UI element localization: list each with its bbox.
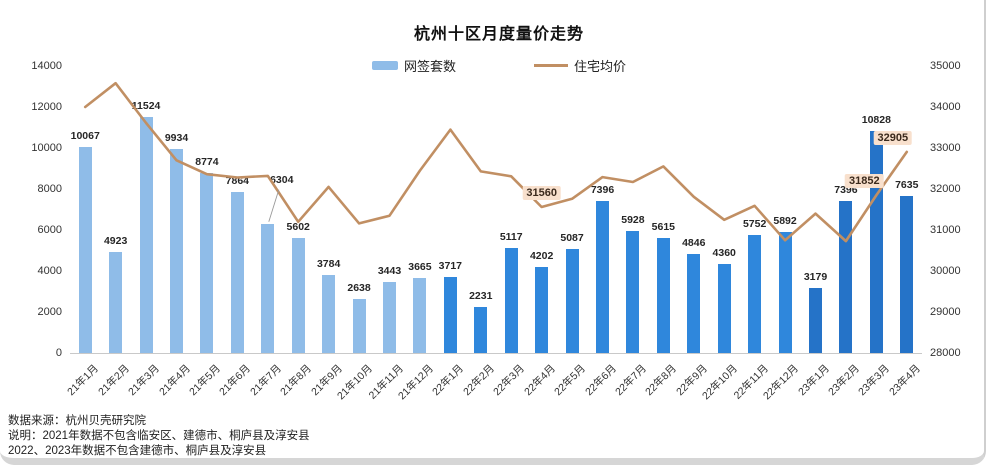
legend-line-label: 住宅均价: [574, 59, 627, 74]
y-axis-right-tick-label: 28000: [930, 347, 961, 359]
price-line-layer: [83, 81, 909, 243]
y-axis-left-tick-label: 10000: [31, 142, 62, 154]
callout-leader-line: [268, 189, 280, 222]
bar: [383, 282, 396, 353]
bar-value-label: 8774: [195, 156, 219, 169]
legend-line-swatch-icon: [534, 64, 568, 67]
bar-value-label: 3665: [408, 260, 432, 273]
bar: [748, 235, 762, 353]
bar: [170, 149, 183, 353]
bar-value-label: 5615: [651, 220, 676, 233]
bar: [687, 253, 701, 353]
bar-value-label: 5117: [499, 231, 523, 244]
bar: [474, 307, 488, 353]
bar-value-label: 5928: [621, 214, 645, 227]
bar-value-label: 4923: [103, 235, 128, 248]
bar-value-label: 7396: [590, 184, 615, 197]
bar: [717, 263, 731, 353]
bar: [626, 231, 640, 353]
x-axis-line: [70, 353, 922, 354]
bar-value-label: 6304: [270, 173, 294, 186]
bar-value-label: 11524: [131, 99, 161, 112]
bar-value-label: 5892: [773, 215, 797, 228]
line-point-label: 31560: [522, 186, 561, 201]
line-point-label: 31852: [845, 174, 884, 189]
y-axis-right-tick-label: 29000: [930, 306, 961, 318]
bar-value-label: 5752: [742, 218, 767, 231]
bar: [504, 248, 518, 353]
y-axis-left-tick-label: 8000: [37, 183, 62, 195]
bar-value-label: 4360: [712, 246, 736, 259]
bar-value-label: 9934: [164, 132, 189, 145]
bar: [535, 266, 549, 353]
bar: [352, 298, 366, 353]
bar-value-label: 3717: [438, 259, 463, 272]
price-line: [83, 81, 909, 243]
y-axis-left-tick-label: 12000: [31, 101, 62, 113]
bar-value-label: 10067: [70, 129, 100, 142]
legend-item-bars: 网签套数: [371, 56, 456, 75]
bar: [291, 238, 305, 353]
bar-value-label: 10828: [861, 114, 891, 127]
y-axis-left-tick-label: 6000: [37, 224, 62, 236]
y-axis-right-tick-label: 32000: [930, 183, 961, 195]
bar-value-label: 4202: [529, 249, 554, 262]
bar: [322, 275, 336, 353]
bar: [778, 232, 792, 353]
legend-bars-label: 网签套数: [403, 59, 456, 74]
bar: [443, 276, 457, 353]
bar-value-label: 3443: [377, 265, 402, 278]
footer-note-1: 说明：2021年数据不包含临安区、建德市、桐庐县及淳安县: [8, 430, 310, 443]
bar-value-label: 5602: [286, 221, 310, 234]
bar-value-label: 2638: [347, 281, 371, 294]
bar-value-label: 3179: [803, 270, 828, 283]
bar: [230, 191, 244, 353]
bar: [656, 237, 670, 353]
bar: [139, 116, 153, 353]
bar: [200, 173, 214, 353]
y-axis-right-tick-label: 31000: [930, 224, 961, 236]
bar-value-label: 3784: [316, 258, 341, 271]
legend: 网签套数 住宅均价: [0, 56, 998, 75]
bar-value-label: 7635: [895, 179, 919, 192]
footer: 数据来源：杭州贝壳研究院 说明：2021年数据不包含临安区、建德市、桐庐县及淳安…: [8, 414, 310, 460]
bar: [565, 248, 579, 353]
y-axis-right-tick-label: 30000: [930, 265, 961, 277]
y-axis-right-tick-label: 35000: [930, 60, 961, 72]
y-axis-left-tick-label: 4000: [37, 265, 62, 277]
y-axis-right-tick-label: 33000: [930, 142, 961, 154]
y-axis-left-tick-label: 14000: [31, 60, 62, 72]
legend-item-line: 住宅均价: [534, 56, 626, 75]
bar: [78, 146, 92, 353]
y-axis-right-tick-label: 34000: [930, 101, 961, 113]
legend-bar-swatch-icon: [371, 61, 398, 70]
chart-title: 杭州十区月度量价走势: [413, 26, 584, 43]
bar: [413, 277, 427, 353]
bar: [261, 223, 275, 353]
bar-value-label: 4846: [682, 236, 706, 249]
bar: [900, 196, 914, 353]
plot-area: 10067 21年1月 4923 21年2月 11524 21年3月 9934 21年4月 87…: [65, 66, 923, 402]
y-axis-left-tick-label: 0: [55, 347, 62, 359]
bar-value-label: 2231: [469, 290, 493, 303]
footer-note-2: 2022、2023年数据不包含建德市、桐庐县及淳安县: [8, 445, 267, 458]
line-point-label: 32905: [873, 130, 913, 145]
footer-source: 数据来源：杭州贝壳研究院: [8, 415, 146, 427]
bar: [596, 201, 609, 353]
y-axis-left-tick-label: 2000: [37, 306, 62, 318]
bar: [809, 287, 822, 353]
bar: [109, 252, 123, 353]
bar-value-label: 5087: [560, 231, 584, 244]
